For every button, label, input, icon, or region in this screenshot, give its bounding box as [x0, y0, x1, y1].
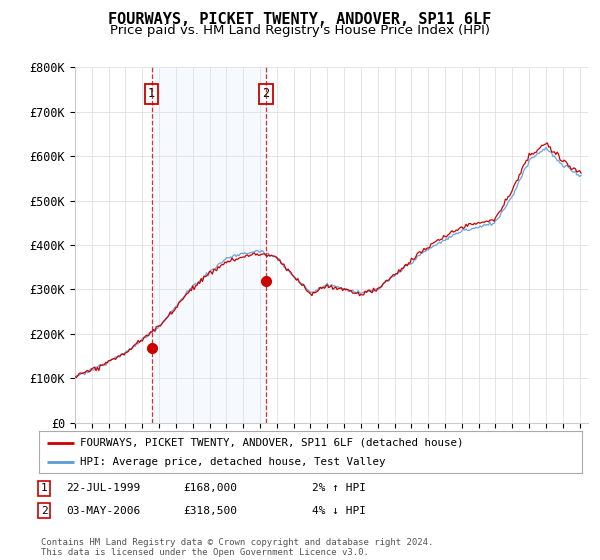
- Text: HPI: Average price, detached house, Test Valley: HPI: Average price, detached house, Test…: [80, 457, 385, 467]
- Text: 2: 2: [262, 87, 269, 100]
- Text: £318,500: £318,500: [183, 506, 237, 516]
- Text: 4% ↓ HPI: 4% ↓ HPI: [312, 506, 366, 516]
- Text: 1: 1: [41, 483, 47, 493]
- Text: Price paid vs. HM Land Registry's House Price Index (HPI): Price paid vs. HM Land Registry's House …: [110, 24, 490, 37]
- Text: £168,000: £168,000: [183, 483, 237, 493]
- Text: 1: 1: [148, 87, 155, 100]
- Text: 22-JUL-1999: 22-JUL-1999: [66, 483, 140, 493]
- Text: FOURWAYS, PICKET TWENTY, ANDOVER, SP11 6LF: FOURWAYS, PICKET TWENTY, ANDOVER, SP11 6…: [109, 12, 491, 27]
- Text: 2: 2: [41, 506, 47, 516]
- Text: Contains HM Land Registry data © Crown copyright and database right 2024.
This d: Contains HM Land Registry data © Crown c…: [41, 538, 433, 557]
- Text: 2% ↑ HPI: 2% ↑ HPI: [312, 483, 366, 493]
- Text: 03-MAY-2006: 03-MAY-2006: [66, 506, 140, 516]
- Bar: [152, 67, 266, 423]
- Text: FOURWAYS, PICKET TWENTY, ANDOVER, SP11 6LF (detached house): FOURWAYS, PICKET TWENTY, ANDOVER, SP11 6…: [80, 437, 463, 447]
